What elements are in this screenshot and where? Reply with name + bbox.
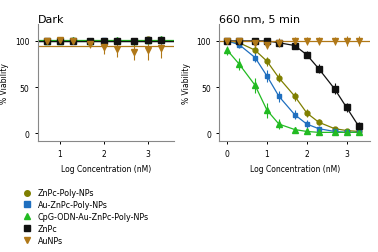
Legend: ZnPc-Poly-NPs, Au-ZnPc-Poly-NPs, CpG-ODN-Au-ZnPc-Poly-NPs, ZnPc, AuNPs: ZnPc-Poly-NPs, Au-ZnPc-Poly-NPs, CpG-ODN…: [15, 185, 152, 248]
X-axis label: Log Concentration (nM): Log Concentration (nM): [250, 164, 340, 173]
Y-axis label: % Viability: % Viability: [182, 63, 191, 104]
Text: Dark: Dark: [38, 14, 64, 24]
Y-axis label: % Viability: % Viability: [0, 63, 9, 104]
X-axis label: Log Concentration (nM): Log Concentration (nM): [61, 164, 151, 173]
Text: 660 nm, 5 min: 660 nm, 5 min: [219, 14, 301, 24]
